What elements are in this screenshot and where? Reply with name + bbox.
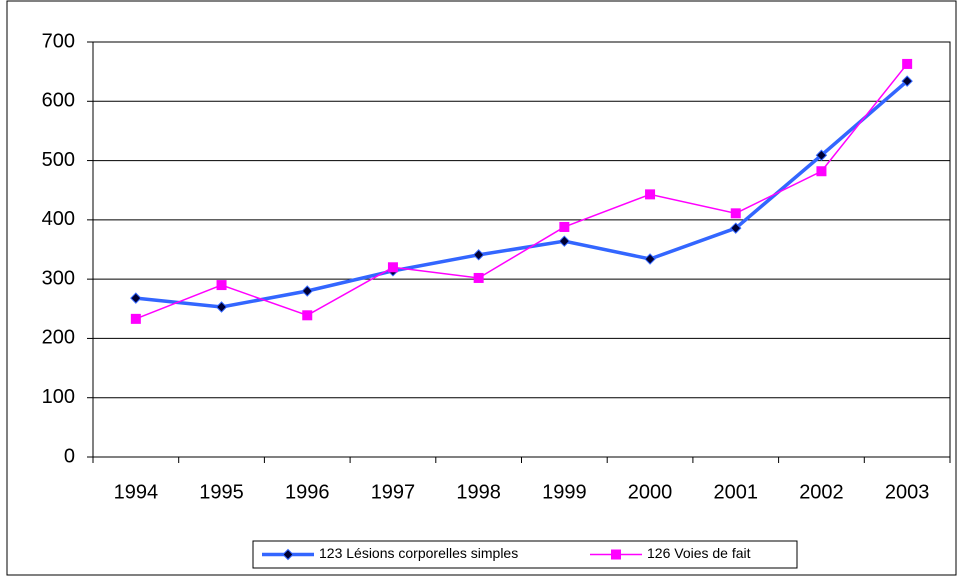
x-tick-label: 2002 <box>799 481 844 503</box>
point <box>473 272 484 283</box>
point <box>130 292 142 304</box>
point <box>215 301 228 313</box>
point <box>387 262 398 273</box>
point <box>645 189 656 200</box>
x-tick-label: 1999 <box>542 481 587 503</box>
y-tick-label: 300 <box>42 267 75 289</box>
point <box>130 313 141 324</box>
series-line <box>135 63 908 320</box>
legend-marker <box>611 549 621 560</box>
point <box>302 310 313 321</box>
y-tick-label: 500 <box>42 149 75 171</box>
point <box>472 249 485 261</box>
y-tick-label: 0 <box>64 445 75 467</box>
point <box>216 280 227 291</box>
point <box>558 235 571 247</box>
point <box>301 285 313 297</box>
point <box>901 75 913 87</box>
point <box>815 149 828 161</box>
x-tick-label: 2001 <box>714 481 759 503</box>
point <box>730 208 741 219</box>
legend-label: 126 Voies de fait <box>647 545 751 561</box>
x-tick-label: 1998 <box>456 481 501 503</box>
legend-marker <box>282 548 294 561</box>
point <box>816 166 827 177</box>
x-tick-label: 1997 <box>371 481 416 503</box>
legend-box <box>252 540 798 569</box>
y-tick-label: 200 <box>42 327 75 349</box>
point <box>559 221 570 232</box>
point <box>644 253 656 265</box>
point <box>730 222 742 234</box>
y-tick-label: 700 <box>42 30 75 52</box>
x-tick-label: 1995 <box>199 481 244 503</box>
x-tick-label: 2000 <box>628 481 673 503</box>
x-tick-label: 1994 <box>114 481 159 503</box>
y-tick-label: 600 <box>42 90 75 112</box>
x-tick-label: 2003 <box>885 481 930 503</box>
y-tick-label: 400 <box>42 208 75 230</box>
y-tick-label: 100 <box>42 386 75 408</box>
x-tick-label: 1996 <box>285 481 330 503</box>
legend-label: 123 Lésions corporelles simples <box>319 545 518 561</box>
point <box>902 58 913 69</box>
